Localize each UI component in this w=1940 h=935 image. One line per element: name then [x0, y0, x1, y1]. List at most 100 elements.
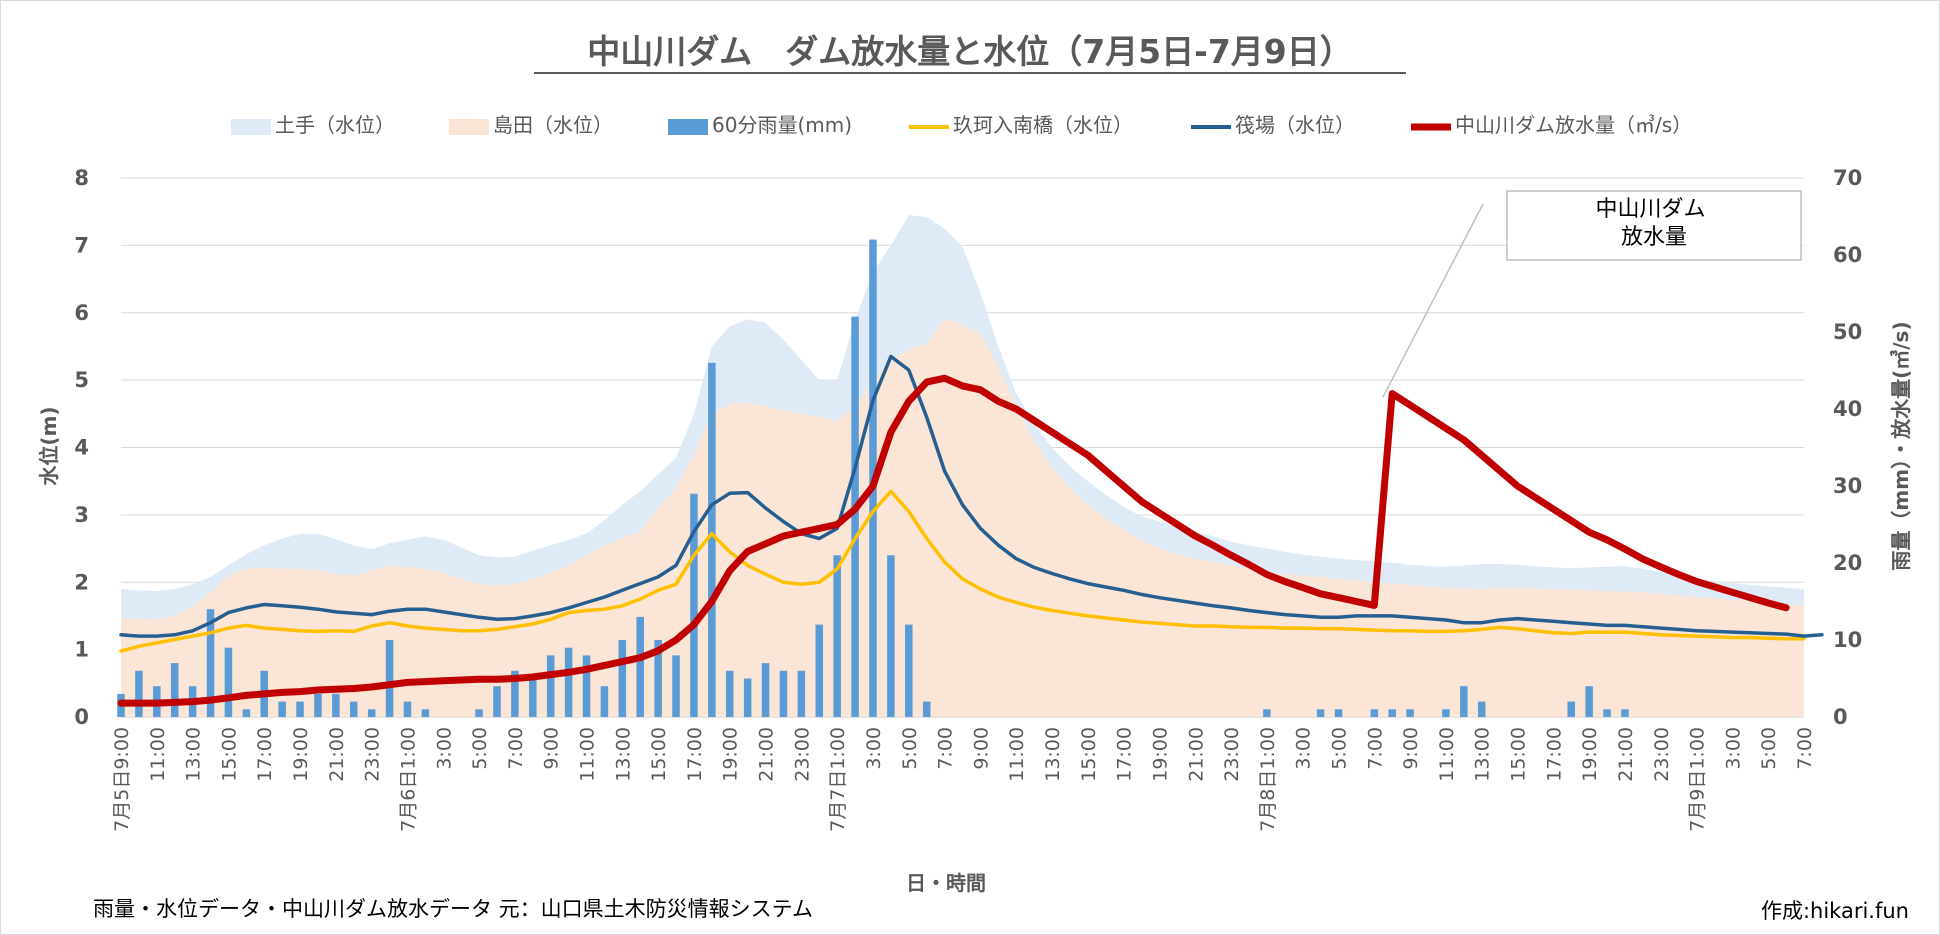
x-tick: 13:00: [612, 727, 634, 782]
rain-bar: [493, 686, 501, 717]
rain-bar: [582, 655, 591, 717]
rain-bar: [403, 701, 412, 717]
chart-title: 中山川ダム ダム放水量と水位（7月5日-7月9日）: [587, 32, 1353, 71]
y-tick-left: 7: [74, 233, 89, 257]
rain-bar: [761, 663, 770, 717]
y-tick-left: 3: [74, 503, 89, 527]
x-tick: 15:00: [1078, 727, 1100, 782]
y-tick-left: 5: [74, 368, 89, 392]
rain-bar: [135, 670, 143, 717]
rain-bar: [529, 678, 537, 717]
rain-bar: [672, 655, 680, 717]
rain-bar: [1603, 709, 1611, 717]
y-tick-right: 20: [1833, 551, 1862, 575]
x-tick: 13:00: [1042, 727, 1064, 782]
rain-bar: [1585, 686, 1593, 717]
line-layer: [117, 354, 1824, 707]
x-axis-title: 日・時間: [906, 871, 986, 895]
rain-bar: [421, 709, 430, 717]
x-tick: 17:00: [1114, 727, 1136, 782]
x-tick: 7:00: [1364, 727, 1386, 770]
x-tick: 7月9日1:00: [1687, 727, 1709, 832]
x-tick: 9:00: [970, 727, 992, 770]
legend-label-kuka: 玖珂入南橋（水位）: [953, 113, 1133, 137]
x-tick: 9:00: [1400, 727, 1422, 770]
rain-bar: [887, 555, 895, 717]
x-tick: 13:00: [183, 727, 205, 782]
y-tick-right: 0: [1833, 705, 1848, 729]
rain-bar: [743, 678, 752, 717]
x-tick: 7:00: [1794, 727, 1816, 770]
rain-bar: [1316, 709, 1325, 717]
y-tick-right: 40: [1833, 397, 1862, 421]
rain-bar: [708, 362, 716, 717]
x-tick: 3:00: [863, 727, 885, 770]
y-tick-left: 2: [74, 570, 89, 594]
x-tick: 21:00: [1185, 727, 1207, 782]
rain-bar: [779, 670, 788, 717]
x-tick: 7:00: [505, 727, 527, 770]
x-tick: 11:00: [1436, 727, 1458, 782]
legend-label-dote: 土手（水位）: [275, 113, 395, 137]
x-tick: 3:00: [1722, 727, 1744, 770]
x-tick: 7月6日1:00: [397, 727, 419, 832]
rain-bar: [511, 670, 519, 717]
credit-note: 作成:hikari.fun: [1760, 899, 1909, 923]
area-layer: [121, 215, 1804, 717]
rain-bar: [170, 663, 179, 717]
rain-bar: [546, 655, 555, 717]
rain-bar: [797, 670, 806, 717]
legend-label-dam: 中山川ダム放水量（㎥/s）: [1455, 113, 1692, 137]
y-tick-right: 50: [1833, 320, 1862, 344]
rain-bar: [1477, 701, 1486, 717]
x-tick: 21:00: [756, 727, 778, 782]
x-tick: 3:00: [1293, 727, 1315, 770]
legend-label-shimada: 島田（水位）: [493, 113, 613, 137]
x-tick: 23:00: [362, 727, 384, 782]
x-tick: 19:00: [290, 727, 312, 782]
y-tick-right: 60: [1833, 243, 1862, 267]
rain-bar: [1334, 709, 1343, 717]
x-tick: 11:00: [1006, 727, 1028, 782]
x-tick: 5:00: [469, 727, 491, 770]
rain-bar: [905, 624, 913, 717]
rain-bar: [851, 316, 859, 717]
rain-bar: [475, 709, 483, 717]
legend-swatch-rain: [668, 119, 708, 135]
rain-bar: [1370, 709, 1379, 717]
rain-bar: [1406, 709, 1414, 717]
rain-bar: [206, 609, 215, 717]
rain-bar: [296, 701, 304, 717]
y-tick-right: 10: [1833, 628, 1862, 652]
x-tick: 13:00: [1472, 727, 1494, 782]
x-tick: 7月7日1:00: [827, 727, 849, 832]
line-筏場（水位）: [119, 354, 1824, 638]
rain-bar: [564, 647, 573, 717]
rain-bar: [600, 686, 609, 717]
x-tick: 15:00: [648, 727, 670, 782]
rain-bar: [1621, 709, 1629, 717]
y-axis-left-title: 水位(m): [37, 406, 61, 485]
rain-bar: [922, 701, 931, 717]
y-tick-right: 70: [1833, 166, 1862, 190]
x-tick: 5:00: [899, 727, 921, 770]
legend-label-ikadaba: 筏場（水位）: [1235, 113, 1355, 137]
y-tick-left: 1: [74, 638, 89, 662]
rain-bar: [278, 701, 286, 717]
x-tick: 21:00: [1615, 727, 1637, 782]
legend: 土手（水位） 島田（水位） 60分雨量(mm) 玖珂入南橋（水位） 筏場（水位）…: [231, 113, 1692, 137]
rain-bar: [654, 640, 662, 717]
rain-bar: [618, 640, 627, 717]
annotation-box: [1506, 190, 1802, 261]
x-tick: 23:00: [791, 727, 813, 782]
legend-swatch-shimada: [449, 119, 489, 135]
y-tick-right: 30: [1833, 474, 1862, 498]
annotation-text: 中山川ダム 放水量: [1595, 197, 1712, 250]
annotation-leader-line: [1382, 203, 1484, 398]
y-tick-left: 4: [74, 436, 89, 460]
rain-bar: [349, 701, 358, 717]
area-島田（水位）: [121, 318, 1804, 717]
rain-bar: [815, 624, 824, 717]
y-axis-right-title: 雨量（mm）・放水量(㎥/s): [1889, 321, 1913, 570]
